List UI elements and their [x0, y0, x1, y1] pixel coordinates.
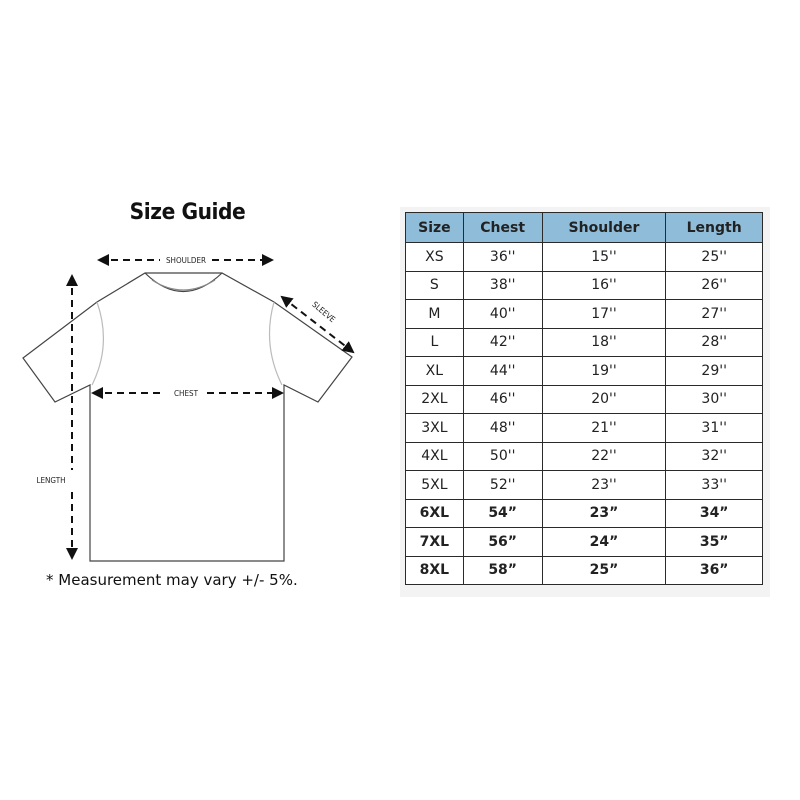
tshirt-outline: [22, 272, 353, 562]
cell-length: 26'': [665, 270, 763, 300]
cell-length: 36”: [665, 555, 763, 585]
cell-shoulder: 23'': [541, 470, 667, 500]
cell-chest: 56”: [462, 527, 543, 557]
cell-shoulder: 23”: [541, 498, 667, 528]
cell-chest: 52'': [462, 470, 543, 500]
cell-chest: 46'': [462, 384, 543, 414]
cell-shoulder: 19'': [541, 356, 667, 386]
cell-length: 28'': [665, 327, 763, 357]
page-title: Size Guide: [129, 200, 246, 225]
sleeve-arrow: [280, 295, 355, 354]
cell-shoulder: 21'': [541, 413, 667, 443]
cell-shoulder: 25”: [541, 555, 667, 585]
cell-shoulder: 20'': [541, 384, 667, 414]
cell-length: 27'': [665, 299, 763, 329]
cell-shoulder: 17'': [541, 299, 667, 329]
chest-label: CHEST: [174, 389, 199, 398]
cell-chest: 36'': [462, 242, 543, 272]
table-row: 4XL 50'' 22'' 32'': [405, 441, 763, 471]
cell-size: 3XL: [405, 413, 464, 443]
cell-shoulder: 24”: [541, 527, 667, 557]
cell-size: XL: [405, 356, 464, 386]
table-row: M 40'' 17'' 27'': [405, 299, 763, 329]
table-row: S 38'' 16'' 26'': [405, 270, 763, 300]
cell-size: 6XL: [405, 498, 464, 528]
cell-shoulder: 22'': [541, 441, 667, 471]
cell-chest: 44'': [462, 356, 543, 386]
cell-length: 35”: [665, 527, 763, 557]
cell-size: 2XL: [405, 384, 464, 414]
cell-size: 5XL: [405, 470, 464, 500]
table-row: 6XL 54” 23” 34”: [405, 498, 763, 528]
cell-size: L: [405, 327, 464, 357]
cell-chest: 38'': [462, 270, 543, 300]
cell-chest: 50'': [462, 441, 543, 471]
length-label: LENGTH: [36, 476, 65, 485]
cell-size: 4XL: [405, 441, 464, 471]
table-row: XS 36'' 15'' 25'': [405, 242, 763, 272]
cell-size: 8XL: [405, 555, 464, 585]
cell-chest: 42'': [462, 327, 543, 357]
cell-length: 29'': [665, 356, 763, 386]
tshirt-diagram: SHOULDER CHEST LENGTH SLEEVE: [22, 254, 355, 562]
size-table-container: Size Chest Shoulder Length XS 36'' 15'' 25'…: [400, 207, 770, 597]
cell-length: 32'': [665, 441, 763, 471]
cell-size: M: [405, 299, 464, 329]
table-row: 5XL 52'' 23'' 33'': [405, 470, 763, 500]
cell-shoulder: 15'': [541, 242, 667, 272]
table-row: 7XL 56” 24” 35”: [405, 527, 763, 557]
cell-chest: 40'': [462, 299, 543, 329]
header-size: Size: [405, 212, 464, 243]
table-row: L 42'' 18'' 28'': [405, 327, 763, 357]
table-header-row: Size Chest Shoulder Length: [405, 212, 763, 243]
cell-size: XS: [405, 242, 464, 272]
cell-size: S: [405, 270, 464, 300]
cell-chest: 54”: [462, 498, 543, 528]
header-chest: Chest: [462, 212, 543, 243]
cell-shoulder: 16'': [541, 270, 667, 300]
cell-shoulder: 18'': [541, 327, 667, 357]
table-row: 2XL 46'' 20'' 30'': [405, 384, 763, 414]
header-length: Length: [665, 212, 763, 243]
cell-length: 30'': [665, 384, 763, 414]
table-row: XL 44'' 19'' 29'': [405, 356, 763, 386]
cell-length: 31'': [665, 413, 763, 443]
table-row: 8XL 58” 25” 36”: [405, 555, 763, 585]
cell-length: 33'': [665, 470, 763, 500]
cell-length: 34”: [665, 498, 763, 528]
shoulder-label: SHOULDER: [166, 256, 206, 265]
header-shoulder: Shoulder: [541, 212, 667, 243]
cell-chest: 48'': [462, 413, 543, 443]
measurement-note: * Measurement may vary +/- 5%.: [46, 571, 298, 589]
table-row: 3XL 48'' 21'' 31'': [405, 413, 763, 443]
cell-chest: 58”: [462, 555, 543, 585]
cell-length: 25'': [665, 242, 763, 272]
cell-size: 7XL: [405, 527, 464, 557]
size-table: Size Chest Shoulder Length XS 36'' 15'' 25'…: [405, 212, 763, 585]
